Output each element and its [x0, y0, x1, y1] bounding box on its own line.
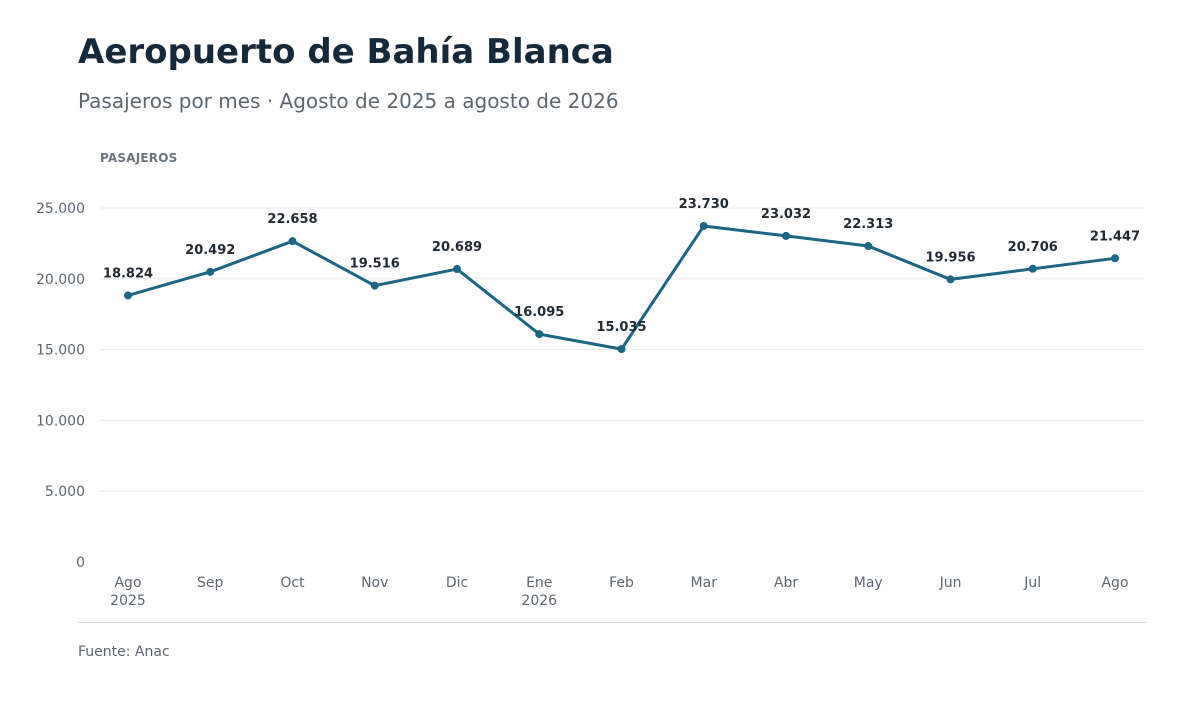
data-point — [453, 265, 461, 274]
x-tick-label: Dic — [446, 575, 468, 591]
x-tick-label: Ago — [1101, 575, 1128, 591]
data-label: 19.516 — [350, 257, 400, 272]
y-axis-ticks: 0 5.000 10.000 15.000 20.000 25.000 — [36, 201, 85, 571]
data-label: 19.956 — [925, 250, 975, 265]
data-labels: 18.824 20.492 22.658 19.516 20.689 16.095 15.0… — [103, 197, 1140, 335]
data-label: 22.658 — [267, 212, 317, 227]
data-point — [535, 330, 544, 339]
data-point — [206, 267, 215, 276]
y-tick-label: 15.000 — [36, 343, 85, 359]
data-points — [124, 221, 1119, 354]
data-label: 20.706 — [1008, 240, 1058, 255]
data-label: 20.492 — [185, 243, 235, 258]
x-tick-label: Nov — [361, 575, 388, 591]
data-point — [782, 231, 790, 240]
x-tick-label: Jul — [1023, 575, 1041, 591]
x-tick-label: Feb — [609, 575, 634, 591]
data-label: 21.447 — [1090, 229, 1140, 244]
source-note: Fuente: Anac — [78, 644, 170, 660]
data-point — [124, 291, 132, 300]
y-tick-label: 20.000 — [36, 272, 85, 288]
data-label: 23.730 — [679, 197, 729, 212]
x-axis-ticks: Ago 2025 Sep Oct Nov Dic Ene 2026 Feb Mar Abr May Ju… — [110, 575, 1128, 609]
x-tick-label: Ago — [114, 575, 141, 591]
data-point — [699, 221, 708, 230]
x-tick-label: Sep — [197, 575, 224, 591]
x-tick-label: Mar — [691, 575, 718, 591]
footer-divider — [78, 622, 1147, 623]
data-label: 15.035 — [596, 320, 646, 335]
data-point — [864, 242, 873, 251]
data-label: 16.095 — [514, 305, 564, 320]
chart-title: Aeropuerto de Bahía Blanca — [78, 32, 614, 72]
x-tick-year-label: 2025 — [110, 593, 146, 609]
y-tick-label: 10.000 — [36, 413, 85, 429]
y-axis-label: PASAJEROS — [100, 151, 178, 165]
x-tick-year-label: 2026 — [521, 593, 557, 609]
x-tick-label: Abr — [774, 575, 798, 591]
data-point — [617, 345, 626, 354]
y-tick-label: 5.000 — [45, 484, 85, 500]
data-label: 18.824 — [103, 266, 153, 281]
data-point — [946, 275, 955, 284]
data-point — [288, 237, 297, 246]
data-point — [370, 281, 379, 290]
chart-subtitle: Pasajeros por mes · Agosto de 2025 a ago… — [78, 89, 619, 113]
x-tick-label: Jun — [939, 575, 962, 591]
x-tick-label: May — [854, 575, 883, 591]
y-tick-label: 25.000 — [36, 201, 85, 217]
data-label: 20.689 — [432, 240, 482, 255]
data-point — [1111, 254, 1119, 263]
data-point — [1028, 264, 1037, 273]
x-tick-label: Oct — [280, 575, 305, 591]
x-tick-label: Ene — [526, 575, 552, 591]
data-label: 22.313 — [843, 217, 893, 232]
data-label: 23.032 — [761, 207, 811, 222]
y-tick-label: 0 — [76, 555, 85, 571]
